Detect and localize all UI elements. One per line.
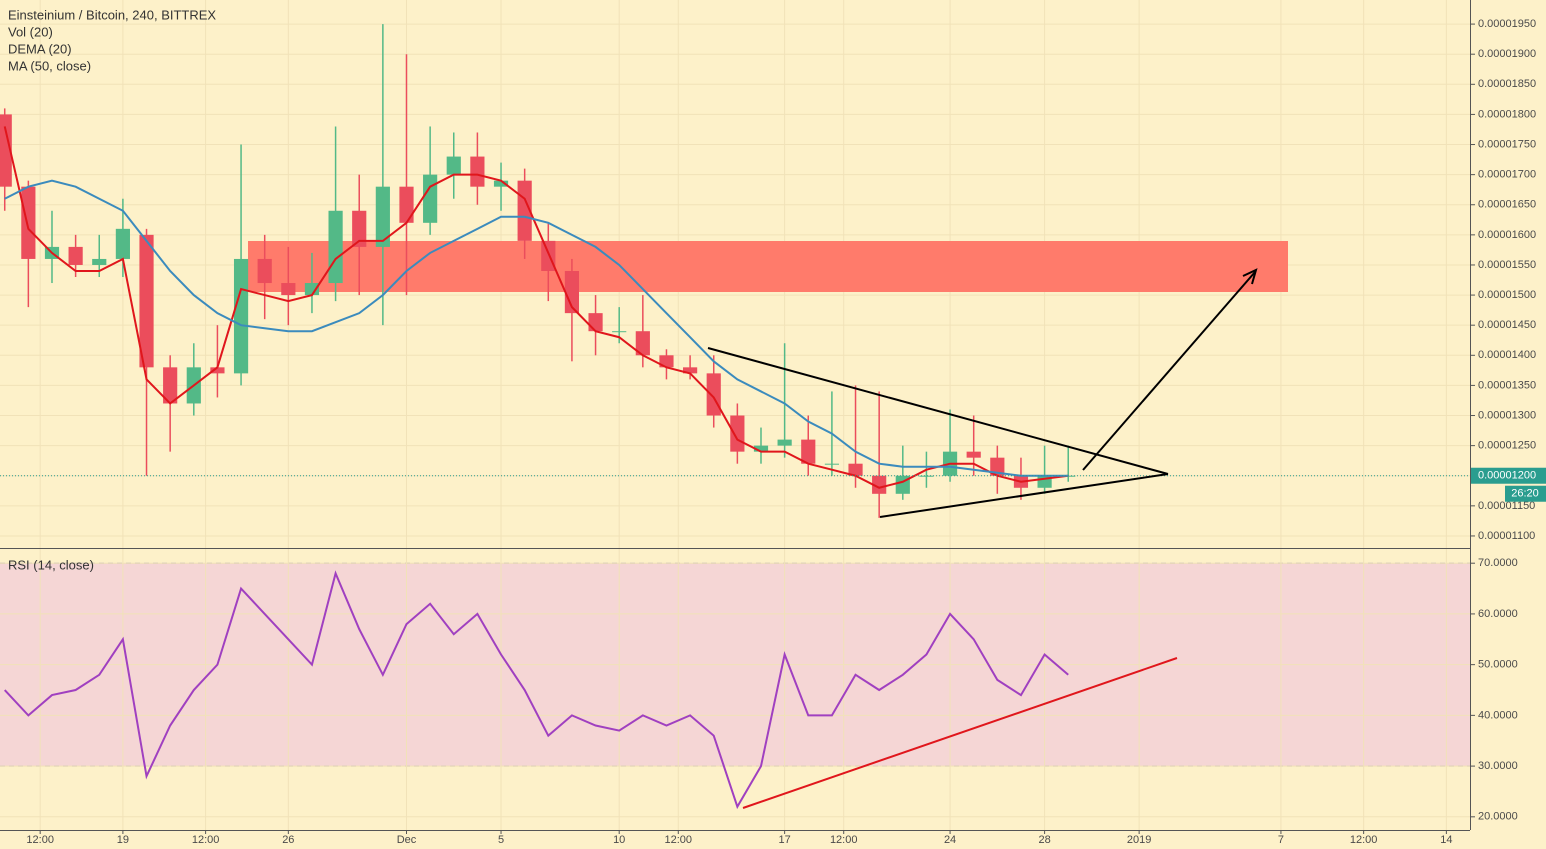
- y-tick-label: 0.00001550: [1478, 259, 1536, 271]
- trend-line: [707, 347, 1169, 475]
- x-tick-label: 24: [944, 834, 956, 846]
- rsi-title: RSI (14, close): [8, 557, 94, 572]
- candle-body: [990, 457, 1005, 476]
- drawings: [707, 268, 1258, 809]
- y-tick-label: 0.00001850: [1478, 78, 1536, 90]
- candle-body: [493, 180, 509, 187]
- legend-entry: MA (50, close): [8, 58, 91, 73]
- y-tick-label: 0.00001650: [1478, 199, 1536, 211]
- candle-body: [612, 331, 627, 333]
- y-tick-label: 0.00001100: [1478, 530, 1535, 542]
- candle-body: [564, 270, 580, 314]
- candle-body: [210, 367, 225, 374]
- candle-body: [423, 174, 438, 223]
- y-tick-label: 0.00001500: [1478, 289, 1536, 301]
- candle-body: [659, 355, 674, 368]
- candle-body: [115, 228, 130, 259]
- resistance-zone: [248, 241, 1288, 292]
- y-tick-label: 0.00001150: [1478, 500, 1535, 512]
- candle-body: [706, 373, 721, 416]
- x-tick-label: 19: [117, 834, 129, 846]
- last-price-label: 0.00001200: [1478, 470, 1536, 482]
- chart-title: Einsteinium / Bitcoin, 240, BITTREX: [8, 7, 216, 22]
- x-tick-label: 26: [282, 834, 294, 846]
- arrow: [1082, 271, 1256, 471]
- x-tick-label: 17: [779, 834, 791, 846]
- y-tick-label: 0.00001950: [1478, 18, 1536, 30]
- candle-body: [233, 258, 249, 374]
- candle-body: [304, 283, 320, 296]
- y-tick-label: 0.00001750: [1478, 138, 1536, 150]
- x-tick-label: 12:00: [26, 834, 54, 846]
- rsi-line: [3, 570, 1069, 810]
- indicator-line: [4, 179, 1069, 477]
- y-tick-label: 60.0000: [1478, 608, 1518, 620]
- trend-line: [879, 473, 1169, 518]
- plot-layer: [0, 24, 1470, 810]
- candle-body: [352, 210, 367, 247]
- x-tick-label: 12:00: [665, 834, 693, 846]
- x-tick-label: 12:00: [1350, 834, 1378, 846]
- candle-body: [753, 445, 769, 452]
- candle-body: [919, 475, 934, 477]
- candle-body: [0, 114, 12, 187]
- y-tick-label: 0.00001300: [1478, 409, 1536, 421]
- x-tick-label: 28: [1038, 834, 1050, 846]
- countdown-box: [1505, 485, 1546, 502]
- x-tick-label: 12:00: [830, 834, 858, 846]
- x-tick-label: 2019: [1127, 834, 1151, 846]
- y-tick-label: 0.00001600: [1478, 229, 1536, 241]
- candle-body: [92, 258, 107, 265]
- y-tick-label: 40.0000: [1478, 709, 1518, 721]
- candle-body: [68, 246, 83, 265]
- candle-body: [872, 475, 887, 494]
- candle-body: [446, 156, 461, 175]
- y-tick-label: 0.00001400: [1478, 349, 1536, 361]
- candle-body: [163, 367, 178, 404]
- y-tick-label: 0.00001450: [1478, 319, 1536, 331]
- candle-body: [281, 283, 296, 296]
- candle-body: [683, 367, 698, 374]
- indicator-line: [3, 126, 1069, 489]
- y-tick-label: 30.0000: [1478, 760, 1518, 772]
- legend-entry: DEMA (20): [8, 41, 72, 56]
- candle-body: [257, 258, 272, 284]
- candle-body: [777, 439, 792, 446]
- y-tick-label: 0.00001900: [1478, 48, 1536, 60]
- candle-body: [21, 186, 36, 259]
- x-tick-label: 7: [1278, 834, 1284, 846]
- y-tick-label: 0.00001800: [1478, 108, 1536, 120]
- y-tick-label: 0.00001700: [1478, 169, 1536, 181]
- y-tick-label: 0.00001350: [1478, 379, 1536, 391]
- y-tick-label: 20.0000: [1478, 811, 1518, 823]
- candle-body: [824, 463, 839, 465]
- last-price-box: [1471, 467, 1546, 484]
- candle-body: [470, 156, 485, 187]
- y-tick-label: 70.0000: [1478, 557, 1518, 569]
- candle-body: [375, 186, 390, 247]
- candle-body: [730, 415, 745, 452]
- x-tick-label: 12:00: [192, 834, 220, 846]
- candle-body: [801, 439, 816, 464]
- y-tick-label: 0.00001250: [1478, 440, 1536, 452]
- y-tick-label: 50.0000: [1478, 659, 1518, 671]
- arrow-head: [1242, 268, 1258, 285]
- candle-body: [588, 313, 603, 332]
- countdown-label: 26:20: [1511, 488, 1539, 500]
- candle-body: [635, 331, 650, 356]
- legend-volume: Vol (20): [8, 24, 53, 39]
- candle-body: [966, 451, 981, 458]
- candle-body: [139, 234, 154, 368]
- x-tick-label: 10: [613, 834, 625, 846]
- x-tick-label: Dec: [397, 834, 417, 846]
- candle-body: [848, 463, 863, 476]
- x-tick-label: 14: [1440, 834, 1452, 846]
- rsi-trend-line: [742, 657, 1178, 809]
- candle-body: [399, 186, 414, 223]
- candle-body: [328, 210, 343, 284]
- x-tick-label: 5: [498, 834, 504, 846]
